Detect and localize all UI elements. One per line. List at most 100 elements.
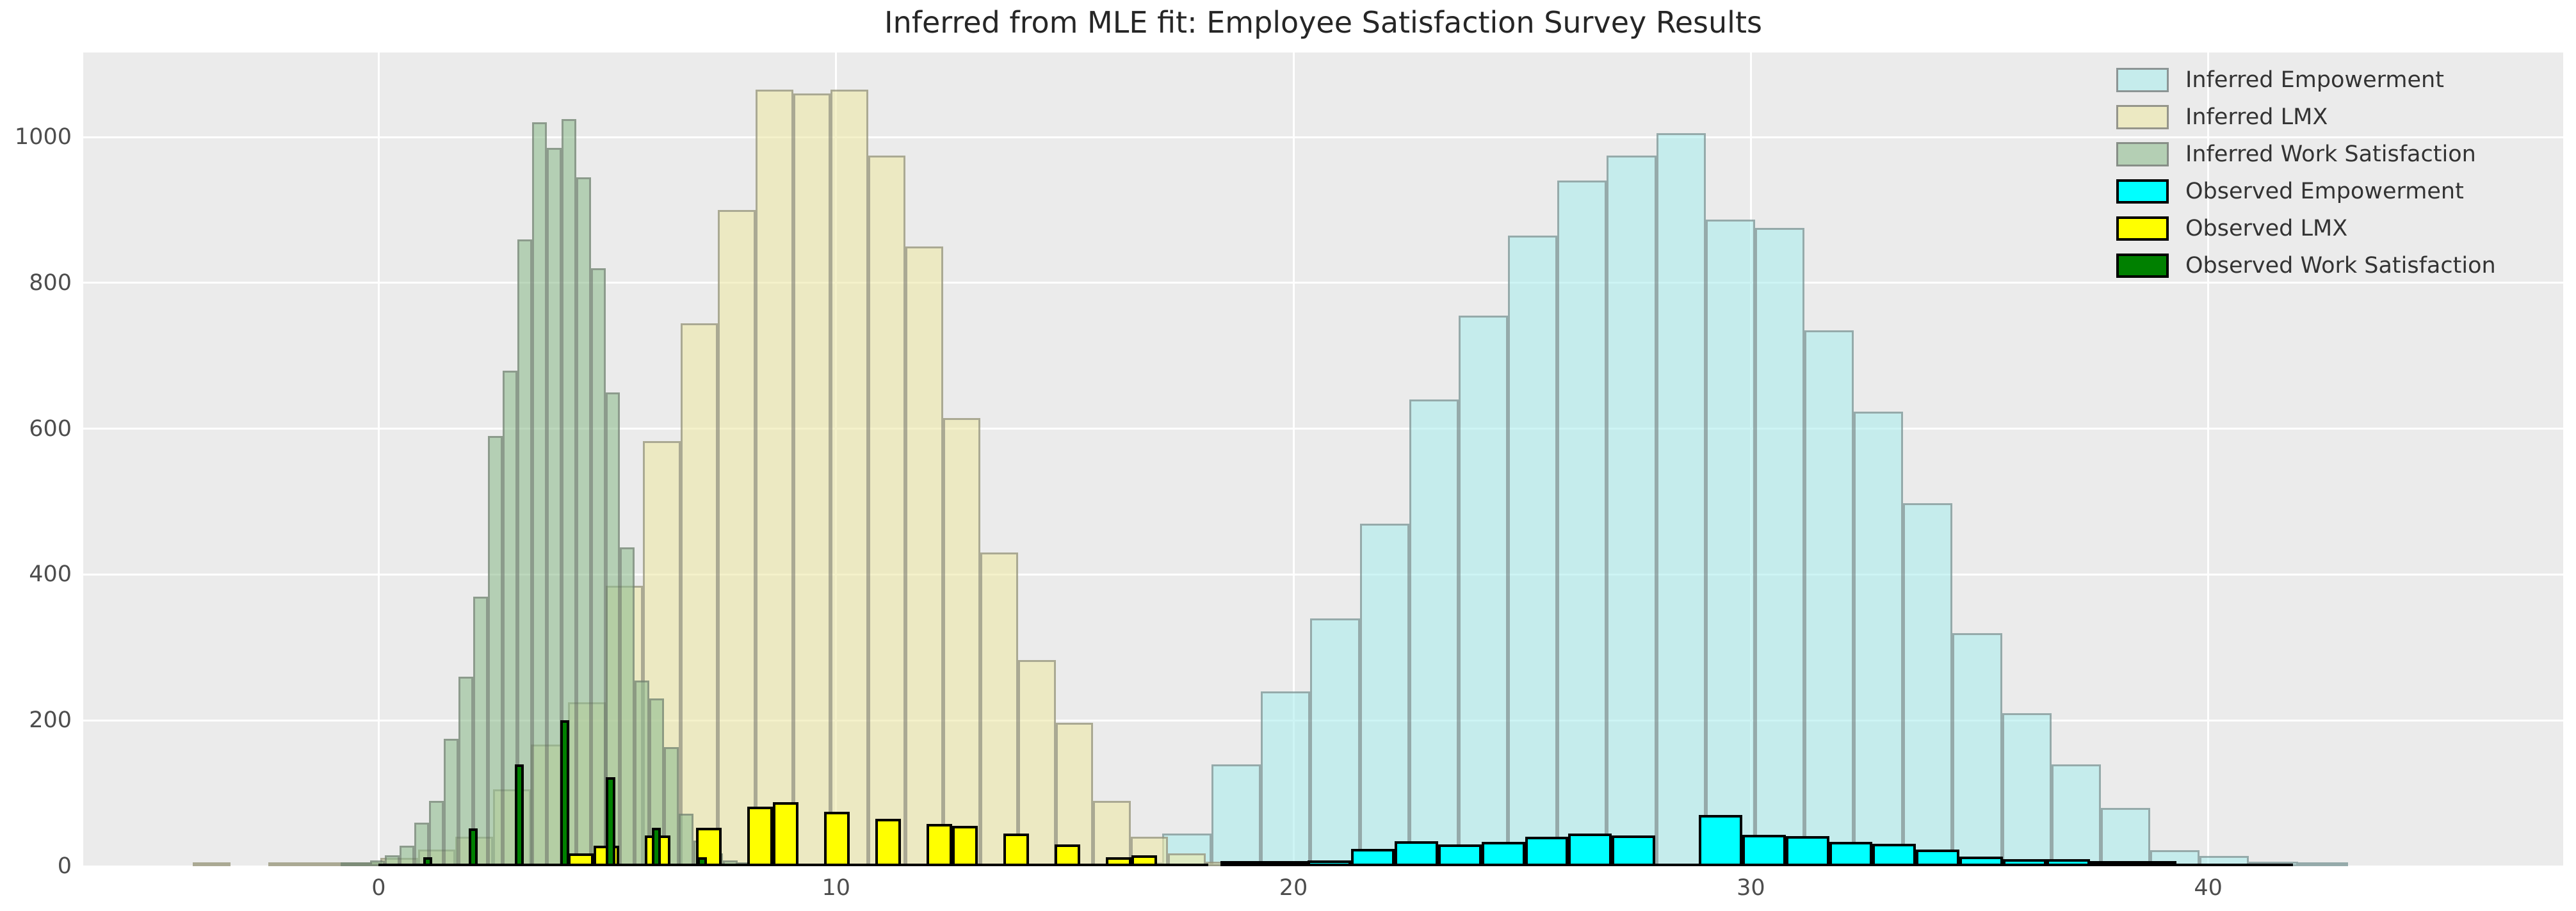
bar-observed-lmx bbox=[952, 826, 978, 866]
bar-inferred-empowerment bbox=[1952, 633, 2002, 866]
x-tick-label-20: 20 bbox=[1279, 875, 1308, 901]
bar-inferred-empowerment bbox=[1261, 691, 1311, 866]
x-tick-label-0: 0 bbox=[371, 875, 386, 901]
bar-observed-lmx bbox=[1003, 833, 1030, 866]
chart-title: Inferred from MLE fit: Employee Satisfac… bbox=[884, 5, 1762, 40]
bar-inferred-empowerment bbox=[1557, 181, 1607, 866]
x-gridline-20 bbox=[1292, 52, 1295, 866]
legend-row-observed-lmx: Observed LMX bbox=[2116, 210, 2496, 247]
legend-row-inferred-work-satisfaction: Inferred Work Satisfaction bbox=[2116, 136, 2496, 173]
bar-inferred-lmx bbox=[905, 246, 943, 866]
legend-swatch-icon bbox=[2116, 216, 2169, 241]
bar-inferred-empowerment bbox=[1409, 399, 1459, 866]
bar-observed-empowerment bbox=[1742, 835, 1786, 866]
legend-label: Inferred LMX bbox=[2185, 104, 2328, 130]
legend-label: Observed LMX bbox=[2185, 216, 2348, 241]
bar-observed-lmx bbox=[824, 811, 850, 866]
bar-observed-empowerment bbox=[1438, 844, 1482, 866]
y-tick-label-1000: 1000 bbox=[14, 124, 72, 150]
legend-row-observed-work-satisfaction: Observed Work Satisfaction bbox=[2116, 247, 2496, 284]
bar-observed-work-satisfaction bbox=[469, 828, 478, 866]
bar-inferred-empowerment bbox=[1607, 155, 1657, 866]
bar-inferred-empowerment bbox=[2051, 764, 2101, 866]
legend-swatch-icon bbox=[2116, 254, 2169, 278]
bar-observed-work-satisfaction bbox=[560, 720, 570, 866]
bar-inferred-work-satisfaction bbox=[590, 268, 606, 866]
baseline-observed-empowerment bbox=[1220, 864, 2293, 866]
legend-label: Observed Empowerment bbox=[2185, 179, 2464, 204]
bar-inferred-work-satisfaction bbox=[546, 148, 562, 866]
y-gridline-0 bbox=[83, 865, 2563, 867]
bar-inferred-empowerment bbox=[1903, 503, 1953, 866]
bar-inferred-empowerment bbox=[1854, 412, 1904, 866]
legend-swatch-icon bbox=[2116, 179, 2169, 204]
bar-inferred-work-satisfaction bbox=[355, 862, 371, 866]
bar-observed-empowerment bbox=[1525, 837, 1569, 866]
bar-observed-empowerment bbox=[1612, 835, 1656, 866]
bar-inferred-work-satisfaction bbox=[428, 800, 444, 866]
y-tick-label-400: 400 bbox=[29, 561, 72, 588]
legend-label: Observed Work Satisfaction bbox=[2185, 253, 2496, 278]
bar-observed-empowerment bbox=[1394, 841, 1438, 866]
legend-row-inferred-lmx: Inferred LMX bbox=[2116, 99, 2496, 136]
x-tick-label-30: 30 bbox=[1737, 875, 1765, 901]
baseline-observed-lmx bbox=[568, 864, 1209, 866]
bar-observed-work-satisfaction bbox=[514, 764, 524, 866]
bar-inferred-empowerment bbox=[1754, 228, 1804, 866]
y-gridline-800 bbox=[83, 282, 2563, 284]
bar-inferred-lmx bbox=[268, 862, 306, 866]
legend-swatch-icon bbox=[2116, 68, 2169, 92]
bar-observed-lmx bbox=[747, 806, 774, 866]
x-gridline-0 bbox=[377, 52, 380, 866]
legend: Inferred Empowerment Inferred LMX Inferred… bbox=[2116, 61, 2496, 284]
bar-inferred-lmx bbox=[943, 417, 981, 866]
y-gridline-600 bbox=[83, 428, 2563, 430]
x-gridline-40 bbox=[2207, 52, 2210, 866]
bar-inferred-work-satisfaction bbox=[370, 860, 385, 866]
bar-inferred-work-satisfaction bbox=[443, 738, 458, 866]
bar-observed-work-satisfaction bbox=[606, 777, 615, 866]
y-tick-label-800: 800 bbox=[29, 270, 72, 296]
bar-observed-lmx bbox=[773, 802, 799, 866]
bar-inferred-lmx bbox=[680, 323, 718, 866]
legend-label: Inferred Empowerment bbox=[2185, 67, 2444, 93]
bar-inferred-empowerment bbox=[1508, 235, 1558, 866]
bar-observed-empowerment bbox=[1698, 815, 1742, 866]
bar-observed-work-satisfaction bbox=[651, 827, 661, 866]
legend-label: Inferred Work Satisfaction bbox=[2185, 141, 2476, 167]
baseline-observed-work-satisfaction bbox=[378, 864, 713, 866]
bar-observed-lmx bbox=[875, 818, 902, 866]
bar-observed-lmx bbox=[1055, 844, 1081, 866]
bar-inferred-work-satisfaction bbox=[679, 814, 694, 866]
legend-row-observed-empowerment: Observed Empowerment bbox=[2116, 173, 2496, 210]
bar-inferred-empowerment bbox=[1705, 219, 1755, 866]
bar-inferred-work-satisfaction bbox=[487, 436, 503, 866]
bar-inferred-lmx bbox=[756, 90, 793, 866]
bar-inferred-empowerment bbox=[1656, 133, 1706, 866]
bar-inferred-work-satisfaction bbox=[531, 122, 547, 866]
bar-observed-empowerment bbox=[1785, 836, 1829, 866]
bar-inferred-empowerment bbox=[1804, 330, 1854, 866]
bar-inferred-lmx bbox=[193, 862, 231, 866]
bar-inferred-empowerment bbox=[1359, 523, 1409, 866]
legend-row-inferred-empowerment: Inferred Empowerment bbox=[2116, 61, 2496, 99]
legend-swatch-icon bbox=[2116, 105, 2169, 129]
bar-inferred-empowerment bbox=[2298, 862, 2348, 866]
bar-inferred-lmx bbox=[830, 90, 868, 866]
bar-inferred-lmx bbox=[1093, 800, 1131, 866]
x-tick-label-40: 40 bbox=[2194, 875, 2223, 901]
bar-inferred-work-satisfaction bbox=[341, 862, 356, 866]
bar-inferred-lmx bbox=[718, 210, 756, 866]
bar-inferred-lmx bbox=[868, 155, 906, 866]
bar-inferred-lmx bbox=[305, 862, 343, 866]
y-tick-label-600: 600 bbox=[29, 415, 72, 442]
x-tick-label-10: 10 bbox=[822, 875, 851, 901]
legend-swatch-icon bbox=[2116, 142, 2169, 166]
bar-inferred-empowerment bbox=[1211, 764, 1261, 866]
y-tick-label-0: 0 bbox=[57, 853, 72, 879]
bar-inferred-work-satisfaction bbox=[473, 596, 488, 866]
bar-inferred-empowerment bbox=[1310, 618, 1360, 866]
bar-inferred-work-satisfaction bbox=[620, 547, 635, 866]
bar-inferred-lmx bbox=[980, 552, 1019, 866]
